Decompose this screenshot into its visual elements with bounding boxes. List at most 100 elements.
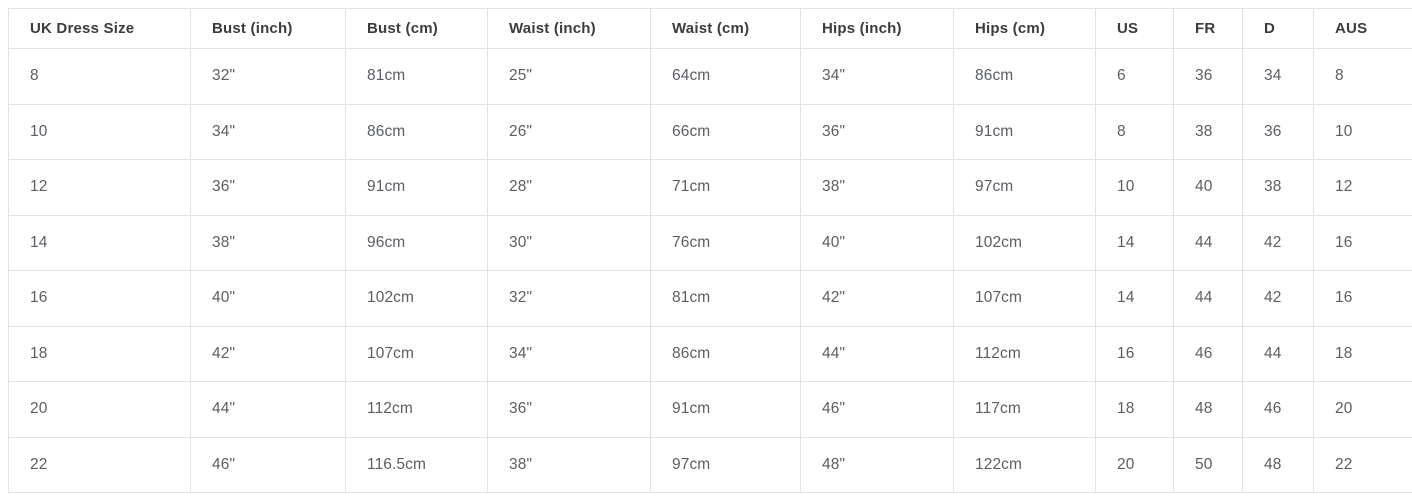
table-cell: 102cm bbox=[345, 270, 488, 327]
table-cell: 18 bbox=[1095, 381, 1174, 438]
table-cell: 14 bbox=[8, 214, 191, 271]
table-cell: 107cm bbox=[953, 270, 1096, 327]
table-cell: 30" bbox=[487, 214, 651, 271]
table-cell: 64cm bbox=[650, 48, 801, 105]
table-row: 16 40" 102cm 32" 81cm 42" 107cm 14 44 42 16 bbox=[8, 270, 1412, 327]
table-cell: 36" bbox=[800, 103, 954, 160]
table-cell: 12 bbox=[8, 159, 191, 216]
table-cell: 16 bbox=[1095, 325, 1174, 382]
table-cell: 91cm bbox=[953, 103, 1096, 160]
table-cell: 46" bbox=[800, 381, 954, 438]
column-header: D bbox=[1242, 8, 1314, 49]
table-cell: 8 bbox=[8, 48, 191, 105]
table-cell: 22 bbox=[1313, 436, 1412, 493]
table-cell: 46 bbox=[1173, 325, 1243, 382]
table-cell: 34" bbox=[190, 103, 346, 160]
table-cell: 14 bbox=[1095, 214, 1174, 271]
table-cell: 36 bbox=[1242, 103, 1314, 160]
table-row: 10 34" 86cm 26" 66cm 36" 91cm 8 38 36 10 bbox=[8, 103, 1412, 160]
table-cell: 71cm bbox=[650, 159, 801, 216]
table-cell: 42 bbox=[1242, 270, 1314, 327]
table-cell: 38 bbox=[1173, 103, 1243, 160]
column-header: Hips (cm) bbox=[953, 8, 1096, 49]
table-cell: 91cm bbox=[650, 381, 801, 438]
size-chart-table: UK Dress Size Bust (inch) Bust (cm) Waist (… bbox=[8, 8, 1412, 493]
table-cell: 20 bbox=[1313, 381, 1412, 438]
table-cell: 48 bbox=[1242, 436, 1314, 493]
size-chart-body: 8 32" 81cm 25" 64cm 34" 86cm 6 36 34 8 10 34" 86cm 26"… bbox=[8, 48, 1412, 493]
table-cell: 8 bbox=[1313, 48, 1412, 105]
table-row: 18 42" 107cm 34" 86cm 44" 112cm 16 46 44 18 bbox=[8, 325, 1412, 382]
column-header: Waist (cm) bbox=[650, 8, 801, 49]
table-cell: 122cm bbox=[953, 436, 1096, 493]
table-cell: 48" bbox=[800, 436, 954, 493]
table-cell: 34" bbox=[487, 325, 651, 382]
size-chart-header: UK Dress Size Bust (inch) Bust (cm) Waist (… bbox=[8, 8, 1412, 49]
table-cell: 40 bbox=[1173, 159, 1243, 216]
table-cell: 44" bbox=[800, 325, 954, 382]
table-cell: 44 bbox=[1242, 325, 1314, 382]
table-cell: 42 bbox=[1242, 214, 1314, 271]
table-cell: 10 bbox=[1095, 159, 1174, 216]
table-cell: 36" bbox=[190, 159, 346, 216]
table-cell: 46 bbox=[1242, 381, 1314, 438]
table-cell: 97cm bbox=[953, 159, 1096, 216]
table-cell: 25" bbox=[487, 48, 651, 105]
table-cell: 86cm bbox=[345, 103, 488, 160]
table-cell: 10 bbox=[1313, 103, 1412, 160]
table-cell: 86cm bbox=[650, 325, 801, 382]
table-cell: 46" bbox=[190, 436, 346, 493]
table-row: 22 46" 116.5cm 38" 97cm 48" 122cm 20 50 48 22 bbox=[8, 436, 1412, 493]
table-cell: 18 bbox=[1313, 325, 1412, 382]
table-cell: 16 bbox=[8, 270, 191, 327]
table-row: 12 36" 91cm 28" 71cm 38" 97cm 10 40 38 12 bbox=[8, 159, 1412, 216]
table-cell: 38 bbox=[1242, 159, 1314, 216]
table-cell: 20 bbox=[8, 381, 191, 438]
table-cell: 40" bbox=[800, 214, 954, 271]
size-chart-container: UK Dress Size Bust (inch) Bust (cm) Waist (… bbox=[8, 8, 1412, 493]
table-row: 20 44" 112cm 36" 91cm 46" 117cm 18 48 46 20 bbox=[8, 381, 1412, 438]
table-cell: 81cm bbox=[345, 48, 488, 105]
table-cell: 112cm bbox=[345, 381, 488, 438]
table-cell: 38" bbox=[190, 214, 346, 271]
table-cell: 76cm bbox=[650, 214, 801, 271]
table-cell: 6 bbox=[1095, 48, 1174, 105]
table-cell: 38" bbox=[800, 159, 954, 216]
table-cell: 32" bbox=[487, 270, 651, 327]
table-cell: 8 bbox=[1095, 103, 1174, 160]
table-cell: 42" bbox=[190, 325, 346, 382]
table-cell: 36 bbox=[1173, 48, 1243, 105]
column-header: US bbox=[1095, 8, 1174, 49]
table-cell: 34 bbox=[1242, 48, 1314, 105]
table-cell: 117cm bbox=[953, 381, 1096, 438]
table-cell: 36" bbox=[487, 381, 651, 438]
table-cell: 102cm bbox=[953, 214, 1096, 271]
table-cell: 44" bbox=[190, 381, 346, 438]
table-cell: 44 bbox=[1173, 214, 1243, 271]
header-row: UK Dress Size Bust (inch) Bust (cm) Waist (… bbox=[8, 8, 1412, 49]
table-cell: 112cm bbox=[953, 325, 1096, 382]
table-cell: 16 bbox=[1313, 270, 1412, 327]
table-cell: 91cm bbox=[345, 159, 488, 216]
table-row: 8 32" 81cm 25" 64cm 34" 86cm 6 36 34 8 bbox=[8, 48, 1412, 105]
table-cell: 116.5cm bbox=[345, 436, 488, 493]
column-header: Bust (cm) bbox=[345, 8, 488, 49]
table-cell: 12 bbox=[1313, 159, 1412, 216]
table-cell: 38" bbox=[487, 436, 651, 493]
table-cell: 107cm bbox=[345, 325, 488, 382]
table-cell: 97cm bbox=[650, 436, 801, 493]
table-cell: 28" bbox=[487, 159, 651, 216]
table-cell: 96cm bbox=[345, 214, 488, 271]
table-cell: 81cm bbox=[650, 270, 801, 327]
table-cell: 34" bbox=[800, 48, 954, 105]
table-cell: 86cm bbox=[953, 48, 1096, 105]
table-cell: 26" bbox=[487, 103, 651, 160]
table-cell: 22 bbox=[8, 436, 191, 493]
column-header: Waist (inch) bbox=[487, 8, 651, 49]
table-cell: 66cm bbox=[650, 103, 801, 160]
table-cell: 50 bbox=[1173, 436, 1243, 493]
table-cell: 40" bbox=[190, 270, 346, 327]
table-cell: 48 bbox=[1173, 381, 1243, 438]
table-cell: 18 bbox=[8, 325, 191, 382]
column-header: FR bbox=[1173, 8, 1243, 49]
